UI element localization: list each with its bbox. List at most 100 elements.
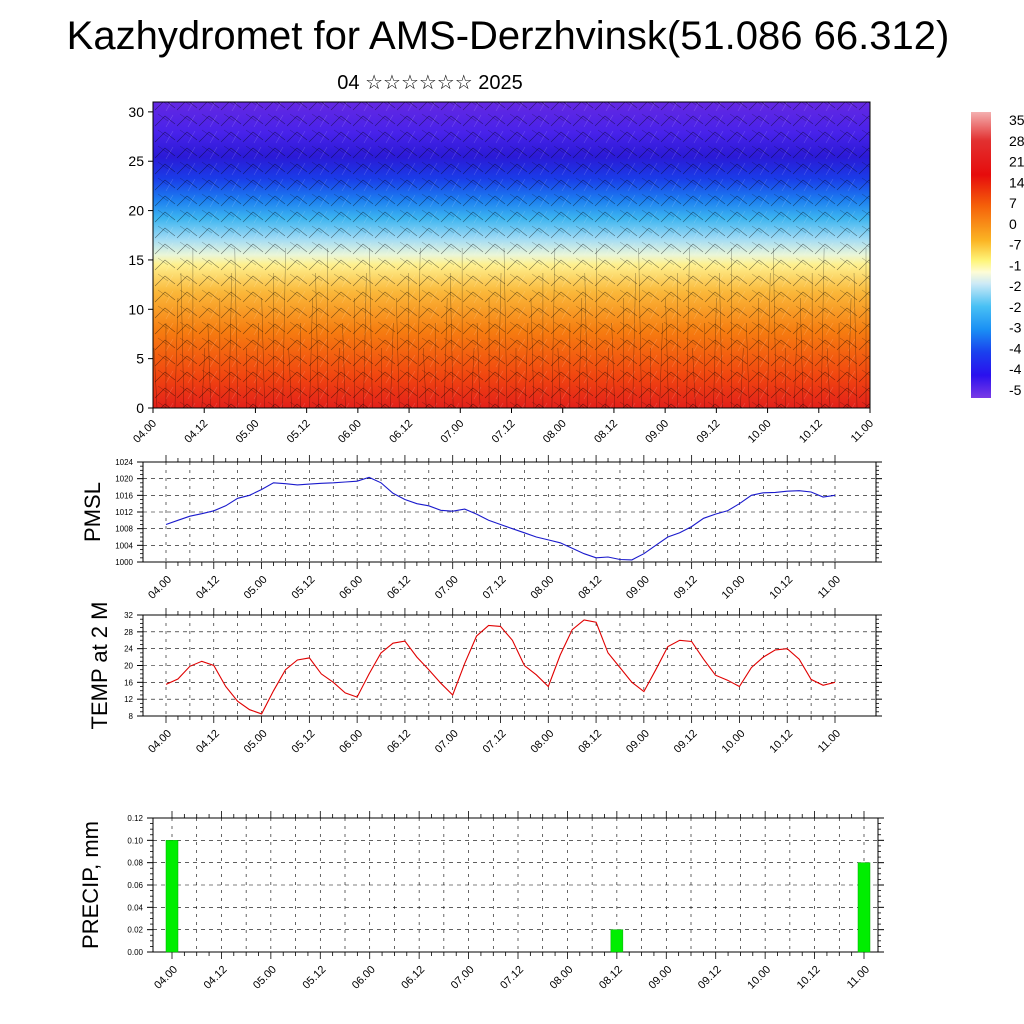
wind-vector-line <box>719 272 723 409</box>
colorbar-label: -2 <box>1009 278 1022 294</box>
colorbar-label: -7 <box>1009 237 1022 253</box>
chart-subtitle: 04 ☆☆☆☆☆☆ 2025 <box>337 72 523 94</box>
x-tick-label: 04.00 <box>146 574 174 602</box>
wind-vector-line <box>659 322 663 409</box>
precip-bar <box>857 862 871 953</box>
wind-vector-line <box>820 247 825 409</box>
x-tick-label: 11.00 <box>816 574 843 601</box>
x-tick-label: 07.12 <box>490 418 518 446</box>
wind-vector-line <box>713 297 717 409</box>
pmsl-ylabel: PMSL <box>80 482 105 542</box>
x-tick-label: 05.00 <box>242 728 270 756</box>
pmsl-series-line <box>165 476 836 561</box>
x-tick-label: 06.00 <box>337 728 365 756</box>
x-tick-label: 09.00 <box>646 964 674 992</box>
x-tick-label: 05.00 <box>251 964 279 992</box>
wind-vector-line <box>309 297 313 409</box>
wind-vector-line <box>799 297 804 409</box>
colorbar-label: 21 <box>1009 154 1024 170</box>
x-tick-label: 06.12 <box>385 728 413 756</box>
x-tick-label: 10.00 <box>745 964 773 992</box>
wind-streamlines <box>153 102 870 408</box>
wind-vector-line <box>282 247 286 409</box>
x-tick-label: 04.12 <box>182 418 210 446</box>
wind-vector-line <box>201 347 206 409</box>
x-tick-label: 05.00 <box>234 418 262 446</box>
colorbar-label: -3 <box>1009 320 1022 336</box>
x-tick-label: 09.00 <box>624 728 652 756</box>
x-tick-label: 07.12 <box>481 574 509 602</box>
wind-vector-line <box>557 347 562 409</box>
wind-vector-line <box>255 322 259 409</box>
wind-vector-line <box>530 297 535 409</box>
y-tick-label: 20 <box>124 662 133 671</box>
wind-vector-line <box>336 347 340 409</box>
wind-vector-line <box>632 272 636 409</box>
wind-vector-line <box>611 322 615 409</box>
wind-vector-line <box>369 247 373 409</box>
wind-vector-line <box>605 347 609 409</box>
x-tick-label: 05.12 <box>290 574 318 602</box>
x-tick-label: 05.12 <box>290 728 318 756</box>
y-tick-label: 30 <box>128 104 144 120</box>
x-tick-label: 09.12 <box>672 574 700 602</box>
wind-vector-line <box>686 247 690 409</box>
y-tick-label: 10 <box>128 301 144 317</box>
x-tick-label: 09.00 <box>624 574 652 602</box>
y-tick-label: 8 <box>129 712 134 721</box>
y-tick-label: 0.10 <box>127 836 143 845</box>
x-tick-label: 04.12 <box>194 574 222 602</box>
y-tick-label: 0.04 <box>127 903 143 912</box>
y-tick-label: 28 <box>124 628 133 637</box>
x-tick-label: 07.00 <box>433 574 461 602</box>
colorbar-label: -5 <box>1009 382 1022 398</box>
wind-vector-line <box>443 297 448 409</box>
y-tick-label: 15 <box>128 252 144 268</box>
x-tick-label: 08.00 <box>528 574 556 602</box>
colorbar-label: 28 <box>1009 133 1024 149</box>
x-tick-label: 04.12 <box>194 728 222 756</box>
x-tick-label: 05.12 <box>285 418 313 446</box>
wind-vector-line <box>524 322 529 409</box>
wind-vector-line <box>234 247 239 409</box>
x-tick-label: 08.00 <box>541 418 569 446</box>
colorbar <box>971 112 991 398</box>
y-tick-label: 12 <box>124 695 133 704</box>
wind-vector-line <box>396 297 400 409</box>
temp-series-line <box>165 619 836 715</box>
wind-vector-line <box>497 272 502 409</box>
x-tick-label: 10.12 <box>797 418 825 446</box>
colorbar-label: -4 <box>1009 361 1022 377</box>
wind-vector-line <box>153 347 158 409</box>
x-tick-label: 07.12 <box>498 964 526 992</box>
wind-vector-line <box>261 297 265 409</box>
x-tick-label: 06.12 <box>387 418 415 446</box>
colorbar-label: 35 <box>1009 112 1024 128</box>
x-tick-label: 06.00 <box>350 964 378 992</box>
y-tick-label: 24 <box>124 645 133 654</box>
wind-vector-line <box>793 322 798 409</box>
colorbar-label: -4 <box>1009 340 1022 356</box>
y-tick-label: 0 <box>136 400 144 416</box>
x-tick-label: 07.00 <box>433 728 461 756</box>
x-tick-label: 10.12 <box>795 964 823 992</box>
colorbar-label: -1 <box>1009 257 1022 273</box>
y-tick-label: 1004 <box>115 541 133 550</box>
x-tick-label: 11.00 <box>849 418 876 445</box>
y-tick-label: 1000 <box>115 558 133 567</box>
x-tick-label: 04.00 <box>152 964 180 992</box>
wind-vector-line <box>767 272 771 409</box>
x-tick-label: 04.12 <box>202 964 230 992</box>
x-tick-label: 08.12 <box>576 728 604 756</box>
y-tick-label: 0.00 <box>127 948 143 957</box>
temp-ylabel: TEMP at 2 M <box>87 602 112 730</box>
x-tick-label: 09.12 <box>695 418 723 446</box>
wind-vector-line <box>638 247 642 409</box>
x-tick-label: 10.00 <box>720 574 748 602</box>
x-tick-label: 09.12 <box>672 728 700 756</box>
y-tick-label: 5 <box>136 351 144 367</box>
colorbar-label: 0 <box>1009 216 1017 232</box>
y-tick-label: 1012 <box>115 508 133 517</box>
y-tick-label: 1020 <box>115 475 133 484</box>
colorbar-label: 14 <box>1009 174 1024 190</box>
